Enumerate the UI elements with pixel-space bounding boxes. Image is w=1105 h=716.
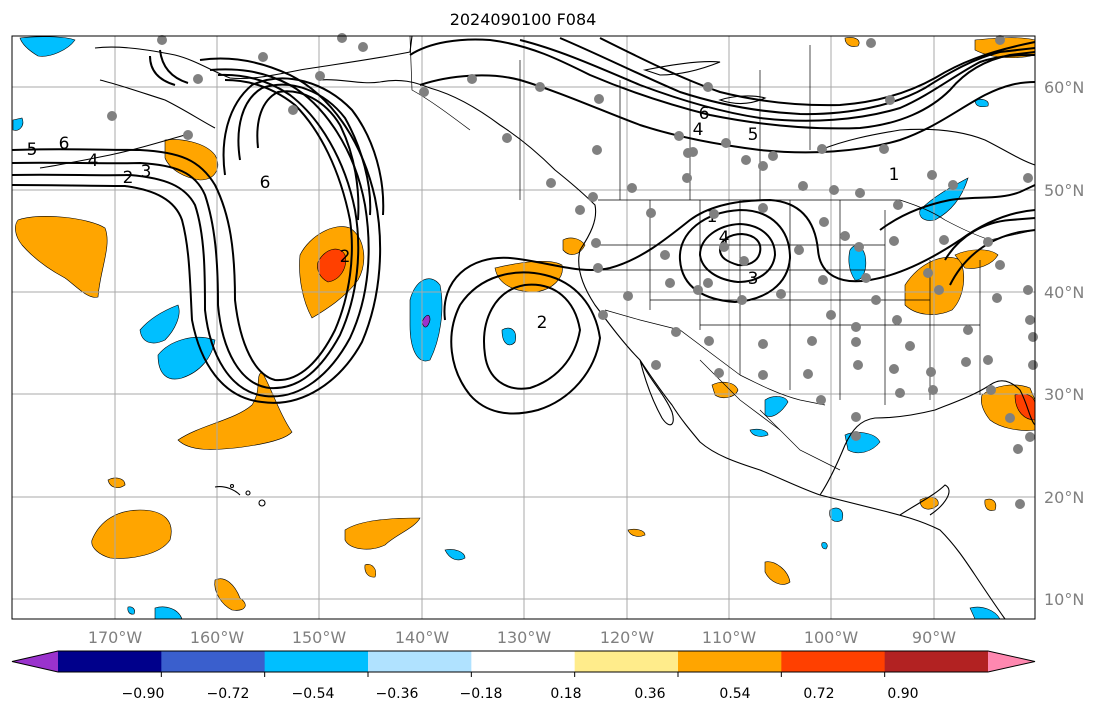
- lon-label: 160°W: [190, 628, 245, 647]
- colorbar-tick-label: 0.54: [719, 686, 750, 702]
- lat-label: 50°N: [1044, 181, 1084, 200]
- colorbar-tick-label: −0.36: [376, 686, 419, 702]
- colorbar-tick-label: −0.18: [460, 686, 503, 702]
- colorbar-tick-label: −0.90: [122, 686, 165, 702]
- contour-label: 4: [88, 151, 99, 171]
- colorbar-segment: [574, 651, 679, 672]
- lon-label: 130°W: [497, 628, 552, 647]
- colorbar-tick-label: 0.90: [887, 686, 918, 702]
- colorbar-tick-label: 0.72: [803, 686, 834, 702]
- map-title: 2024090100 F084: [450, 10, 597, 29]
- colorbar-segment: [161, 651, 266, 672]
- lat-label: 30°N: [1044, 385, 1084, 404]
- contour-label: 2: [123, 168, 134, 188]
- colorbar-extend-high: [988, 651, 1035, 672]
- contour-label: 5: [748, 125, 759, 145]
- lat-label: 20°N: [1044, 488, 1084, 507]
- graticule: [12, 36, 1035, 619]
- colorbar: [11, 650, 1036, 677]
- colorbar-tick-label: 0.36: [634, 686, 665, 702]
- map-frame: [11, 35, 1036, 620]
- station-markers: [107, 33, 1038, 509]
- contour-label: 1: [889, 165, 900, 185]
- colorbar-segment: [471, 651, 576, 672]
- lon-label: 90°W: [912, 628, 956, 647]
- latitude-labels: 60°N 50°N 40°N 30°N 20°N 10°N: [1044, 78, 1084, 609]
- colorbar-segment: [264, 651, 369, 672]
- lon-label: 100°W: [804, 628, 859, 647]
- colorbar-tick-label: −0.72: [207, 686, 250, 702]
- contour-label: 4: [719, 228, 730, 248]
- contour-label: 3: [748, 269, 759, 289]
- contour-label: 5: [27, 140, 38, 160]
- political-borders: [409, 35, 1036, 471]
- colorbar-segment: [781, 651, 886, 672]
- colorbar-outline: [11, 650, 1036, 673]
- colorbar-segment: [678, 651, 782, 672]
- contour-label: 4: [693, 120, 704, 140]
- lon-label: 170°W: [88, 628, 143, 647]
- lon-label: 150°W: [292, 628, 347, 647]
- lat-label: 60°N: [1044, 78, 1084, 97]
- contour-label: 3: [141, 162, 152, 182]
- lon-label: 120°W: [600, 628, 655, 647]
- contour-label: 2: [340, 247, 351, 267]
- contour-label: 6: [59, 134, 70, 154]
- contour-label: 6: [260, 173, 271, 193]
- coastlines: [39, 35, 1036, 620]
- contour-label: 6: [699, 104, 710, 124]
- contour-label: 2: [537, 313, 548, 333]
- colorbar-segment: [368, 651, 472, 672]
- colorbar-tick-labels: −0.90 −0.72 −0.54 −0.36 −0.18 0.18 0.36 …: [122, 686, 919, 702]
- colorbar-tick-label: 0.18: [550, 686, 581, 702]
- lat-label: 40°N: [1044, 283, 1084, 302]
- colorbar-segment: [58, 651, 162, 672]
- longitude-labels: 170°W 160°W 150°W 140°W 130°W 120°W 110°…: [88, 628, 956, 647]
- contour-lines: [11, 37, 1036, 415]
- colorbar-extend-low: [12, 651, 58, 672]
- lon-label: 140°W: [395, 628, 450, 647]
- colorbar-tick-label: −0.54: [292, 686, 335, 702]
- lat-label: 10°N: [1044, 590, 1084, 609]
- lon-label: 110°W: [702, 628, 757, 647]
- colorbar-segment: [884, 651, 989, 672]
